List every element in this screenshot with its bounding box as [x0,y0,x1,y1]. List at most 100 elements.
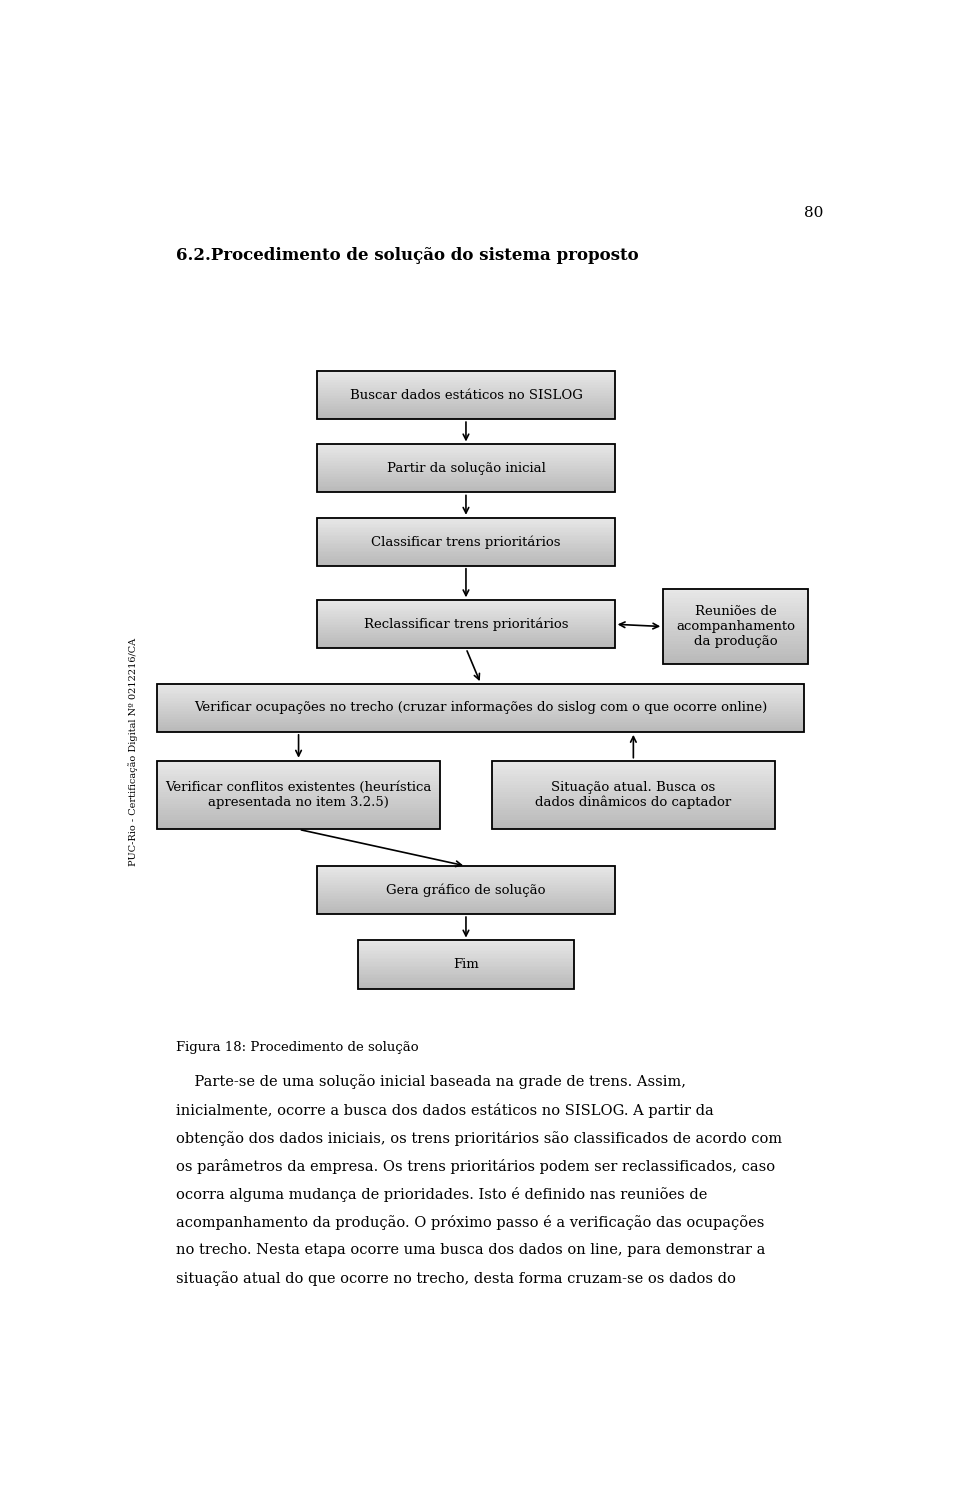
Bar [317,616,614,618]
Bar [157,692,804,693]
Bar [157,716,804,717]
Bar [317,557,614,559]
Text: Gera gráfico de solução: Gera gráfico de solução [386,884,545,897]
Bar [317,460,614,461]
Bar [663,595,808,598]
Bar [157,713,804,714]
Bar [358,987,574,988]
Bar [358,960,574,961]
Bar [317,609,614,612]
Bar [317,378,614,381]
Bar [157,695,804,696]
Bar [317,534,614,537]
Bar [317,409,614,411]
Bar [317,448,614,451]
Bar [492,820,775,823]
Bar [317,479,614,481]
Bar [157,684,804,732]
Bar [317,399,614,402]
Bar [317,478,614,479]
Bar [157,799,440,802]
Bar [157,689,804,692]
Bar [157,778,440,781]
Bar [358,976,574,979]
Bar [317,542,614,543]
Bar [317,552,614,555]
Bar [157,806,440,809]
Bar [317,466,614,469]
Bar [317,891,614,893]
Bar [358,984,574,985]
Bar [317,897,614,900]
Bar [358,981,574,982]
Bar [317,455,614,457]
Bar [663,609,808,612]
Bar [317,467,614,470]
Bar [317,525,614,527]
Bar [317,615,614,616]
Bar [663,656,808,659]
Bar [317,528,614,531]
Bar [317,406,614,408]
Bar [317,384,614,385]
Bar [157,717,804,719]
Bar [317,445,614,448]
Bar [492,762,775,765]
Bar [317,475,614,476]
Bar [317,632,614,634]
Bar [317,484,614,487]
Bar [317,620,614,622]
Bar [317,473,614,475]
Bar [157,683,804,686]
Bar [317,875,614,878]
Bar [317,890,614,891]
Bar [317,391,614,393]
Bar [157,704,804,707]
Text: Parte-se de uma solução inicial baseada na grade de trens. Assim,: Parte-se de uma solução inicial baseada … [176,1074,685,1089]
Bar [663,638,808,641]
Bar [317,461,614,464]
Bar [317,564,614,565]
Bar [317,562,614,564]
Bar [663,641,808,644]
Bar [358,940,574,942]
Bar [157,777,440,778]
Bar [663,649,808,652]
Bar [663,603,808,607]
Bar [317,885,614,887]
Text: Situação atual. Busca os
dados dinâmicos do captador: Situação atual. Busca os dados dinâmicos… [536,781,732,809]
Bar [492,817,775,820]
Bar [317,536,614,539]
Bar [492,826,775,829]
Text: Verificar ocupações no trecho (cruzar informações do sislog com o que ocorre onl: Verificar ocupações no trecho (cruzar in… [194,701,767,714]
Bar [157,722,804,725]
Bar [317,909,614,911]
Bar [317,415,614,418]
Bar [492,769,775,772]
Bar [317,866,614,914]
Bar [358,940,574,988]
Bar [358,973,574,976]
Bar [492,786,775,789]
Bar [492,804,775,806]
Bar [157,765,440,768]
Bar [317,628,614,631]
Bar [317,524,614,525]
Bar [317,394,614,397]
Bar [157,699,804,701]
Bar [317,519,614,521]
Bar [157,726,804,729]
Text: Reclassificar trens prioritários: Reclassificar trens prioritários [364,618,568,631]
Bar [317,551,614,554]
Bar [358,951,574,954]
Bar [317,887,614,888]
Bar [317,476,614,478]
Bar [157,720,804,722]
Bar [157,766,440,769]
Bar [157,729,804,732]
Bar [157,698,804,699]
Bar [317,912,614,914]
Bar [317,393,614,396]
Bar [317,396,614,399]
Bar [492,815,775,818]
